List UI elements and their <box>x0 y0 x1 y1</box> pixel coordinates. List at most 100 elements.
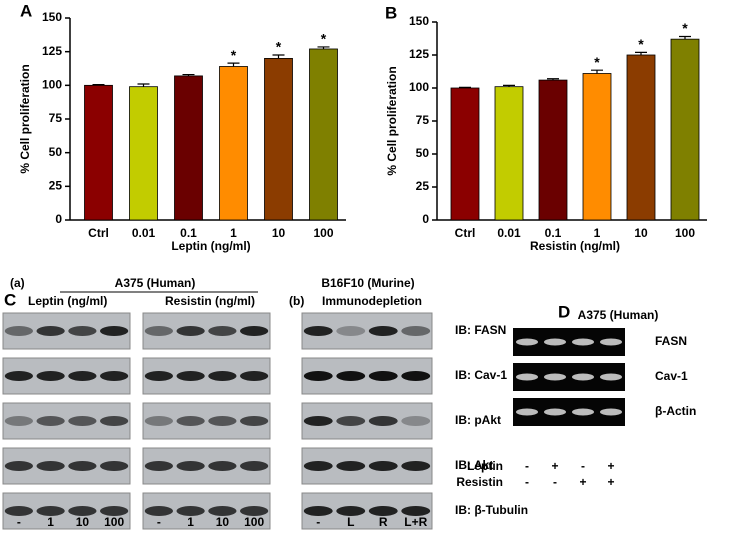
blot-band <box>336 326 366 336</box>
annotation: * <box>638 36 644 52</box>
annotation: * <box>231 47 237 63</box>
blot-band <box>336 416 366 426</box>
blot-band <box>208 371 237 381</box>
gel-band <box>600 408 622 416</box>
blot-band <box>36 461 65 471</box>
blot-band <box>68 506 97 516</box>
blot-band <box>176 461 205 471</box>
error-bar <box>137 83 150 87</box>
panel-label: B <box>385 3 397 22</box>
blot-band <box>240 461 269 471</box>
blot-band <box>176 506 205 516</box>
blot-band <box>303 371 333 381</box>
gel-band <box>572 408 594 416</box>
treatment-sign: + <box>551 459 558 473</box>
group-label: (b) <box>289 294 304 308</box>
blot-band <box>4 326 33 336</box>
blot-band <box>208 326 237 336</box>
error-bar <box>547 78 559 81</box>
blot-band <box>68 326 97 336</box>
y-tick-label: 50 <box>416 146 430 160</box>
lane-label: - <box>157 515 161 529</box>
blot-band <box>336 371 366 381</box>
blot-band <box>176 371 205 381</box>
blot-band <box>240 326 269 336</box>
bar <box>129 86 158 221</box>
error-bar <box>591 69 603 74</box>
lane-label: L <box>347 515 354 529</box>
y-tick-label: 150 <box>409 14 429 28</box>
treatment-sign: - <box>525 475 529 489</box>
y-tick-label: 0 <box>55 212 62 226</box>
error-bar <box>635 51 647 55</box>
blot-band <box>100 461 129 471</box>
blot-band <box>144 326 173 336</box>
panel-label: C <box>4 290 16 309</box>
gel-band <box>544 338 566 346</box>
cell-line: A375 (Human) <box>578 308 659 322</box>
bar <box>450 87 480 221</box>
blot-band <box>144 461 173 471</box>
panel-label: A <box>20 1 32 20</box>
gel-band <box>544 408 566 416</box>
gel-band <box>516 338 538 346</box>
lane-label: 10 <box>76 515 90 529</box>
error-bar <box>227 62 240 67</box>
lane-label: 1 <box>47 515 54 529</box>
x-axis-label: Leptin (ng/ml) <box>171 239 250 253</box>
blot-band <box>144 371 173 381</box>
header: Leptin (ng/ml) <box>28 294 107 308</box>
gel-band <box>516 373 538 381</box>
blot-band <box>100 326 129 336</box>
blot-band <box>100 371 129 381</box>
treatment-sign: + <box>579 475 586 489</box>
gel-band <box>544 373 566 381</box>
annotation: * <box>276 39 282 55</box>
blot-label: IB: FASN <box>455 323 506 337</box>
annotation: * <box>594 54 600 70</box>
blot-label: IB: Cav-1 <box>455 368 507 382</box>
error-bar <box>92 84 105 86</box>
blot-band <box>68 461 97 471</box>
bar <box>670 38 700 221</box>
blot-band <box>144 416 173 426</box>
error-bar <box>272 54 285 59</box>
treatment-sign: - <box>581 459 585 473</box>
y-tick-label: 100 <box>42 78 62 92</box>
lane-label: - <box>17 515 21 529</box>
blot-band <box>68 416 97 426</box>
gel-band <box>572 338 594 346</box>
blot-band <box>368 326 398 336</box>
blot-band <box>368 416 398 426</box>
error-bar <box>503 84 515 87</box>
treatment-sign: + <box>607 475 614 489</box>
annotation: * <box>682 20 688 36</box>
blot-band <box>240 371 269 381</box>
y-tick-label: 50 <box>49 145 63 159</box>
lane-label: R <box>379 515 388 529</box>
header: Immunodepletion <box>322 294 422 308</box>
blot-band <box>401 326 431 336</box>
lane-label: 1 <box>187 515 194 529</box>
y-tick-label: 75 <box>49 111 63 125</box>
blot-band <box>100 416 129 426</box>
y-tick-label: 100 <box>409 80 429 94</box>
blot-band <box>208 461 237 471</box>
blot-band <box>401 371 431 381</box>
x-tick-label: 1 <box>594 226 601 240</box>
blot-band <box>36 371 65 381</box>
lane-label: 10 <box>216 515 230 529</box>
bar <box>494 86 524 221</box>
gel-band <box>600 373 622 381</box>
blot-label: IB: Akt <box>455 458 493 472</box>
bar <box>626 54 656 221</box>
x-tick-label: 0.1 <box>180 226 197 240</box>
bar <box>174 75 203 221</box>
y-tick-label: 0 <box>422 212 429 226</box>
blot-band <box>4 461 33 471</box>
x-tick-label: Ctrl <box>88 226 109 240</box>
x-axis-label: Resistin (ng/ml) <box>530 239 620 253</box>
y-axis-label: % Cell proliferation <box>18 64 32 173</box>
blot-band <box>176 416 205 426</box>
